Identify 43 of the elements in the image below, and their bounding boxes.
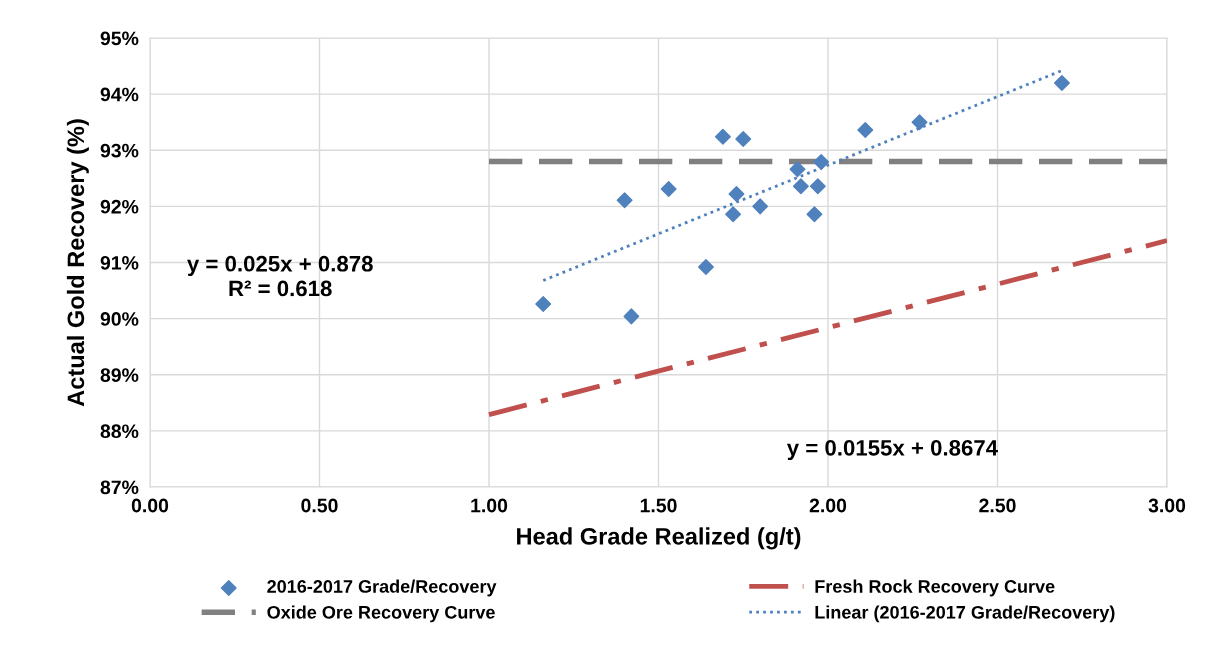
y-tick-label: 93%: [100, 143, 139, 158]
x-tick-label: 3.00: [1148, 498, 1186, 513]
y-tick-label: 95%: [100, 31, 139, 46]
annotation: y = 0.0155x + 0.8674: [786, 439, 998, 461]
point: [623, 308, 640, 325]
legend-label: 2016-2017 Grade/Recovery: [267, 579, 497, 597]
y-tick-label: 94%: [100, 87, 139, 102]
point: [752, 198, 769, 215]
y-tick-label: 88%: [100, 424, 139, 439]
annotation: y = 0.025x + 0.878: [187, 255, 373, 276]
annotation: R² = 0.618: [229, 280, 332, 297]
point: [660, 180, 677, 197]
point: [735, 131, 752, 148]
x-axis-title: Head Grade Realized (g/t): [517, 527, 801, 550]
x-tick-label: 0.00: [131, 498, 169, 513]
x-tick-label: 0.50: [301, 498, 338, 513]
y-tick-label: 92%: [100, 199, 139, 214]
x-tick-label: 2.00: [809, 498, 847, 513]
x-tick-label: 2.50: [979, 498, 1016, 513]
y-tick-label: 87%: [100, 480, 139, 495]
point: [725, 206, 742, 223]
point: [616, 192, 633, 209]
point: [714, 128, 731, 145]
y-tick-label: 91%: [100, 255, 139, 270]
y-tick-label: 90%: [100, 312, 139, 326]
point: [813, 154, 830, 171]
x-tick-label: 1.50: [640, 498, 677, 513]
point: [789, 161, 806, 178]
legend-label: Oxide Ore Recovery Curve: [267, 605, 495, 623]
point: [809, 178, 826, 195]
y-axis-title: Actual Gold Recovery (%): [66, 119, 89, 407]
point: [911, 114, 928, 131]
point: [792, 178, 809, 195]
point: [728, 186, 745, 203]
y-tick-label: 89%: [100, 368, 139, 382]
point: [1053, 74, 1070, 91]
x-tick-label: 1.00: [471, 498, 508, 513]
legend-label: Fresh Rock Recovery Curve: [815, 579, 1055, 597]
point: [697, 259, 714, 275]
point: [806, 206, 823, 223]
point: [535, 296, 552, 313]
point: [857, 122, 874, 139]
legend-label: Linear (2016-2017 Grade/Recovery): [815, 605, 1115, 623]
